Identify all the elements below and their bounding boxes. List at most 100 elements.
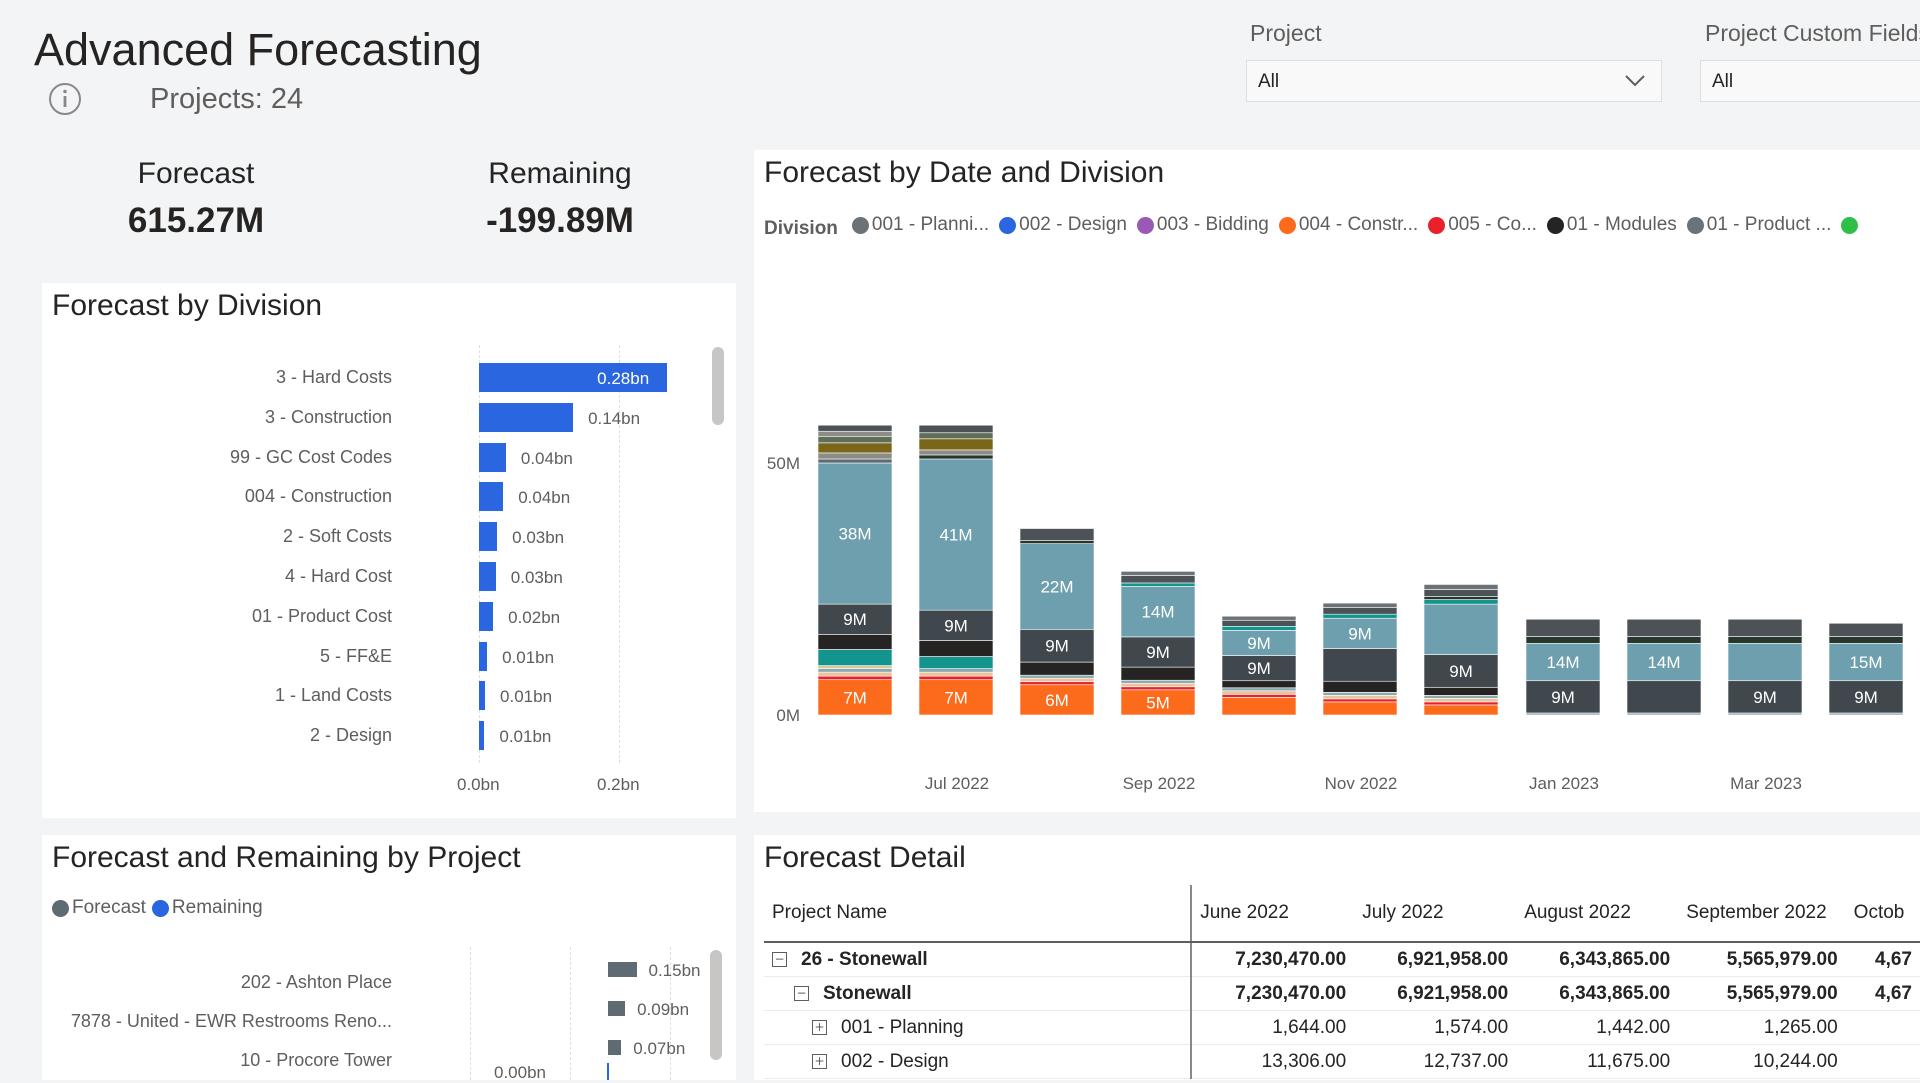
stack-segment[interactable] xyxy=(1221,687,1297,692)
stack-segment[interactable] xyxy=(817,458,893,464)
stack-segment[interactable] xyxy=(817,442,893,454)
stack-segment[interactable] xyxy=(1525,680,1601,714)
column-header[interactable]: Project Name xyxy=(764,885,1193,943)
division-bar[interactable] xyxy=(479,721,485,751)
stack-segment[interactable] xyxy=(1525,643,1601,682)
stack-segment[interactable] xyxy=(1322,613,1398,619)
stack-segment[interactable] xyxy=(1828,643,1904,682)
stack-segment[interactable] xyxy=(817,679,893,716)
stack-segment[interactable] xyxy=(1322,695,1398,700)
stack-segment[interactable] xyxy=(1423,596,1499,600)
stack-segment[interactable] xyxy=(918,458,994,611)
column-header[interactable]: July 2022 xyxy=(1354,885,1517,943)
legend-item[interactable]: 005 - Co... xyxy=(1428,214,1537,236)
stack-segment[interactable] xyxy=(1120,666,1196,681)
stack-segment[interactable] xyxy=(1423,704,1499,716)
stack-segment[interactable] xyxy=(817,675,893,681)
legend-item[interactable]: 004 - Constr... xyxy=(1278,214,1418,236)
stack-segment[interactable] xyxy=(817,435,893,444)
table-row[interactable]: −26 - Stonewall 7,230,470.00 6,921,958.00 6… xyxy=(764,942,1920,977)
stack-segment[interactable] xyxy=(1322,617,1398,649)
stack-segment[interactable] xyxy=(1120,575,1196,584)
column-header[interactable]: Octob xyxy=(1845,885,1920,943)
custom-fields-filter-dropdown[interactable]: All xyxy=(1700,60,1920,102)
stack-segment[interactable] xyxy=(1525,712,1601,716)
stack-segment[interactable] xyxy=(1221,697,1297,716)
table-row[interactable]: +002 - Design 13,306.00 12,737.00 11,675.00… xyxy=(764,1044,1920,1079)
project-legend-item[interactable]: Remaining xyxy=(151,897,263,919)
stack-segment[interactable] xyxy=(1322,607,1398,615)
stack-segment[interactable] xyxy=(1019,528,1095,541)
division-bar[interactable] xyxy=(479,402,574,432)
stack-segment[interactable] xyxy=(1626,618,1702,637)
division-bar[interactable] xyxy=(479,482,504,512)
project-filter-dropdown[interactable]: All xyxy=(1246,60,1662,102)
info-icon[interactable] xyxy=(48,82,82,116)
stack-segment[interactable] xyxy=(817,668,893,673)
stack-segment[interactable] xyxy=(1019,540,1095,544)
column-header[interactable]: September 2022 xyxy=(1678,885,1846,943)
stack-segment[interactable] xyxy=(1221,619,1297,627)
stack-segment[interactable] xyxy=(1423,584,1499,590)
stack-segment[interactable] xyxy=(1322,602,1398,608)
legend-item[interactable]: 002 - Design xyxy=(999,214,1127,236)
stack-segment[interactable] xyxy=(918,668,994,673)
division-bar[interactable] xyxy=(479,562,496,591)
stack-segment[interactable] xyxy=(1120,682,1196,688)
legend-item[interactable]: 01 - Product ... xyxy=(1686,214,1831,236)
legend-item[interactable]: 003 - Bidding xyxy=(1136,214,1269,236)
division-bar[interactable] xyxy=(479,681,486,711)
stack-segment[interactable] xyxy=(918,432,994,440)
stack-segment[interactable] xyxy=(1423,603,1499,655)
division-bar[interactable] xyxy=(479,442,506,472)
project-forecast-bar[interactable] xyxy=(608,962,637,977)
legend-item[interactable] xyxy=(1841,216,1861,234)
stack-segment[interactable] xyxy=(817,665,893,669)
stack-segment[interactable] xyxy=(1828,680,1904,714)
stack-segment[interactable] xyxy=(1221,694,1297,698)
stack-segment[interactable] xyxy=(1221,680,1297,689)
stack-segment[interactable] xyxy=(1828,622,1904,637)
stack-segment[interactable] xyxy=(1626,712,1702,716)
stack-segment[interactable] xyxy=(1120,679,1196,684)
stack-segment[interactable] xyxy=(918,675,994,681)
expand-icon[interactable]: + xyxy=(812,1019,827,1035)
stack-segment[interactable] xyxy=(1423,589,1499,597)
stack-segment[interactable] xyxy=(918,640,994,657)
stack-segment[interactable] xyxy=(1322,680,1398,693)
column-header[interactable]: August 2022 xyxy=(1516,885,1679,943)
stack-segment[interactable] xyxy=(817,649,893,666)
stack-segment[interactable] xyxy=(1322,698,1398,703)
stack-segment[interactable] xyxy=(817,430,893,437)
stack-segment[interactable] xyxy=(1221,690,1297,695)
stack-segment[interactable] xyxy=(1322,692,1398,696)
stack-segment[interactable] xyxy=(1626,643,1702,682)
project-forecast-bar[interactable] xyxy=(608,1040,622,1055)
stack-segment[interactable] xyxy=(1019,674,1095,679)
division-bar[interactable] xyxy=(479,601,494,631)
stack-segment[interactable] xyxy=(1626,680,1702,714)
stack-segment[interactable] xyxy=(1423,698,1499,703)
stack-segment[interactable] xyxy=(1221,625,1297,631)
division-scrollbar[interactable] xyxy=(712,347,724,425)
stack-segment[interactable] xyxy=(1221,615,1297,621)
stack-segment[interactable] xyxy=(918,656,994,669)
stack-segment[interactable] xyxy=(1727,643,1803,682)
stack-segment[interactable] xyxy=(1423,654,1499,688)
stack-segment[interactable] xyxy=(1525,636,1601,644)
stack-segment[interactable] xyxy=(1423,695,1499,699)
stack-segment[interactable] xyxy=(1019,661,1095,676)
stack-segment[interactable] xyxy=(1322,701,1398,716)
stack-segment[interactable] xyxy=(1221,655,1297,682)
stack-segment[interactable] xyxy=(1019,681,1095,686)
legend-item[interactable]: 001 - Planni... xyxy=(851,214,989,236)
stack-segment[interactable] xyxy=(1120,571,1196,576)
stack-segment[interactable] xyxy=(817,603,893,635)
stack-segment[interactable] xyxy=(1019,677,1095,683)
project-forecast-bar[interactable] xyxy=(608,1001,626,1016)
stack-segment[interactable] xyxy=(1019,543,1095,630)
stack-segment[interactable] xyxy=(918,449,994,456)
stack-segment[interactable] xyxy=(817,462,893,605)
stack-segment[interactable] xyxy=(1727,618,1803,637)
division-bar[interactable] xyxy=(479,363,668,392)
